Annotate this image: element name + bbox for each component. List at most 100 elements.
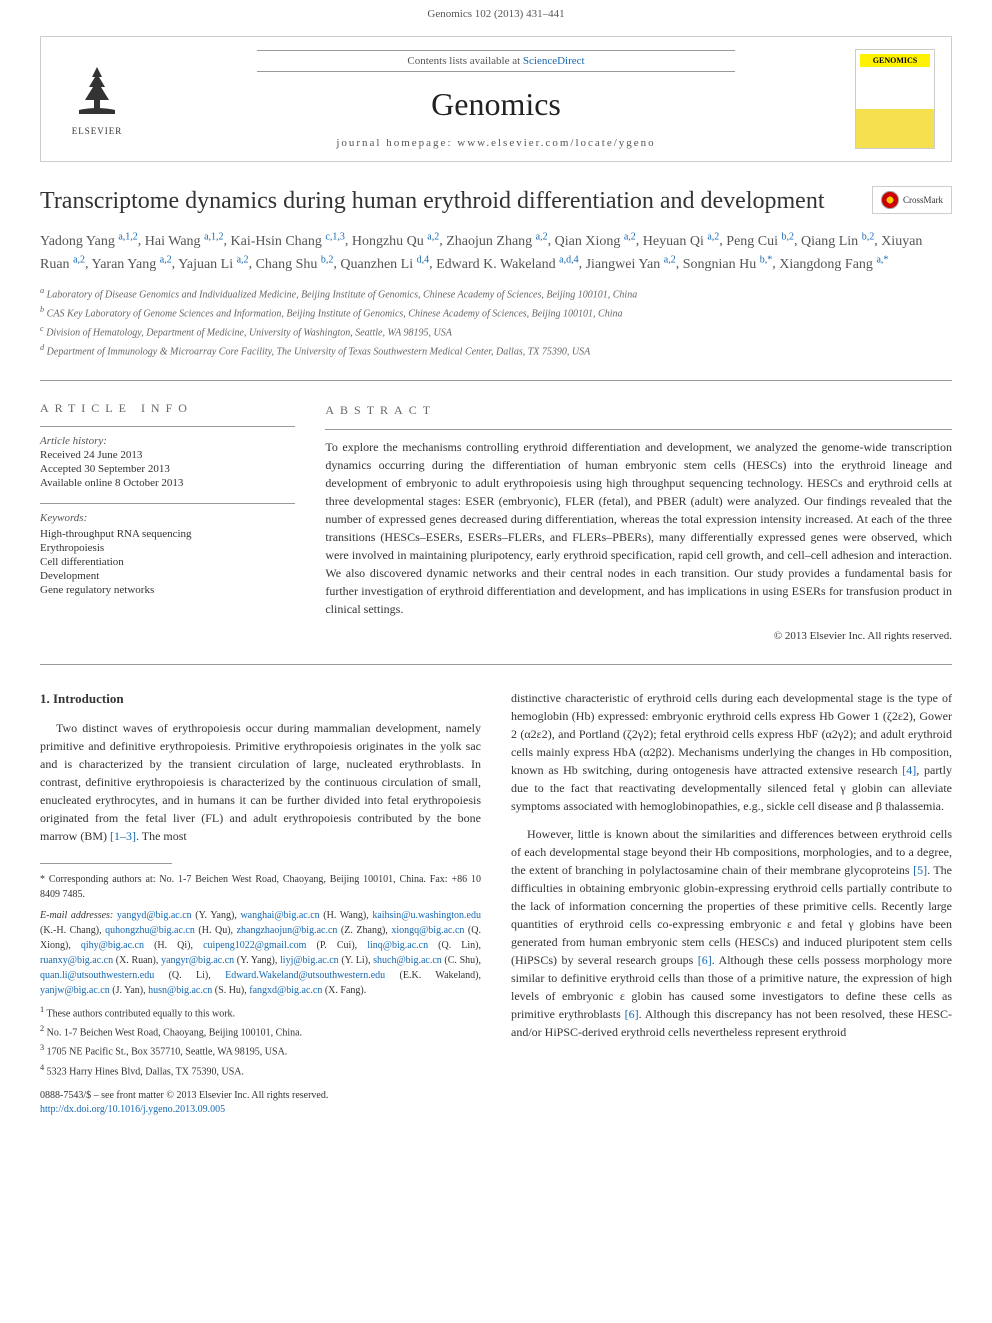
email-link[interactable]: cuipeng1022@gmail.com — [203, 940, 306, 951]
author-sup-link[interactable]: b,2 — [862, 231, 875, 242]
author-list: Yadong Yang a,1,2, Hai Wang a,1,2, Kai-H… — [40, 229, 952, 274]
author-sup-link[interactable]: a,2 — [160, 254, 172, 265]
issn-line: 0888-7543/$ – see front matter © 2013 El… — [40, 1089, 481, 1103]
intro-p2: distinctive characteristic of erythroid … — [511, 689, 952, 815]
email-link[interactable]: shuch@big.ac.cn — [373, 955, 442, 966]
ref-link[interactable]: [4] — [902, 763, 916, 777]
author: Peng Cui b,2 — [726, 234, 794, 249]
journal-cover-thumb: GENOMICS — [855, 49, 935, 149]
author-sup-link[interactable]: b,2 — [782, 231, 795, 242]
footnote-divider — [40, 863, 172, 864]
email-link[interactable]: Edward.Wakeland@utsouthwestern.edu — [225, 970, 385, 981]
article-info-label: ARTICLE INFO — [40, 401, 295, 416]
email-link[interactable]: yanjw@big.ac.cn — [40, 985, 110, 996]
article-title: Transcriptome dynamics during human eryt… — [40, 186, 825, 217]
ref-link[interactable]: [6] — [625, 1007, 639, 1021]
email-link[interactable]: ruanxy@big.ac.cn — [40, 955, 113, 966]
keyword: Cell differentiation — [40, 556, 295, 568]
tree-icon — [67, 62, 127, 122]
author: Quanzhen Li d,4 — [340, 257, 429, 272]
author-sup-link[interactable]: a,2 — [536, 231, 548, 242]
author-sup-link[interactable]: b,* — [760, 254, 773, 265]
email-link[interactable]: yangyd@big.ac.cn — [117, 910, 192, 921]
intro-heading: 1. Introduction — [40, 689, 481, 709]
author: Hai Wang a,1,2 — [145, 234, 224, 249]
footnote: 3 1705 NE Pacific St., Box 357710, Seatt… — [40, 1042, 481, 1059]
author-sup-link[interactable]: a,2 — [73, 254, 85, 265]
author: Yaran Yang a,2 — [92, 257, 172, 272]
elsevier-logo: ELSEVIER — [57, 54, 137, 144]
author-sup-link[interactable]: a,2 — [624, 231, 636, 242]
doi-block: 0888-7543/$ – see front matter © 2013 El… — [40, 1089, 481, 1117]
author-sup-link[interactable]: a,2 — [427, 231, 439, 242]
sciencedirect-link[interactable]: ScienceDirect — [523, 55, 585, 67]
divider — [40, 380, 952, 381]
corresponding-note: * Corresponding authors at: No. 1-7 Beic… — [40, 872, 481, 902]
email-link[interactable]: xiongq@big.ac.cn — [391, 925, 464, 936]
body-col-left: 1. Introduction Two distinct waves of er… — [40, 689, 481, 1117]
author: Qiang Lin b,2 — [801, 234, 874, 249]
article-info-sidebar: ARTICLE INFO Article history: Received 2… — [40, 401, 295, 645]
article-history: Article history: Received 24 June 2013Ac… — [40, 426, 295, 489]
journal-center: Contents lists available at ScienceDirec… — [137, 50, 855, 149]
email-link[interactable]: yangyr@big.ac.cn — [161, 955, 234, 966]
affiliation: d Department of Immunology & Microarray … — [40, 342, 952, 359]
author: Yadong Yang a,1,2 — [40, 234, 138, 249]
intro-p3: However, little is known about the simil… — [511, 825, 952, 1041]
author: Hongzhu Qu a,2 — [352, 234, 439, 249]
author-sup-link[interactable]: c,1,3 — [325, 231, 344, 242]
email-link[interactable]: wanghai@big.ac.cn — [240, 910, 319, 921]
citation-text: Genomics 102 (2013) 431–441 — [427, 8, 564, 20]
footnote: 2 No. 1-7 Beichen West Road, Chaoyang, B… — [40, 1023, 481, 1040]
affiliation: c Division of Hematology, Department of … — [40, 323, 952, 340]
divider — [40, 664, 952, 665]
history-item: Available online 8 October 2013 — [40, 477, 295, 489]
keyword: High-throughput RNA sequencing — [40, 528, 295, 540]
email-link[interactable]: linq@big.ac.cn — [367, 940, 428, 951]
author: Heyuan Qi a,2 — [643, 234, 720, 249]
keyword: Erythropoiesis — [40, 542, 295, 554]
author-sup-link[interactable]: a,2 — [237, 254, 249, 265]
email-link[interactable]: quan.li@utsouthwestern.edu — [40, 970, 154, 981]
ref-link[interactable]: [6] — [698, 953, 712, 967]
footnotes: * Corresponding authors at: No. 1-7 Beic… — [40, 872, 481, 1079]
author-sup-link[interactable]: a,1,2 — [204, 231, 223, 242]
ref-link[interactable]: [1–3] — [110, 829, 136, 843]
author-sup-link[interactable]: a,2 — [707, 231, 719, 242]
body-columns: 1. Introduction Two distinct waves of er… — [40, 689, 952, 1117]
author: Zhaojun Zhang a,2 — [446, 234, 547, 249]
footnote: 1 These authors contributed equally to t… — [40, 1004, 481, 1021]
author-sup-link[interactable]: a,2 — [664, 254, 676, 265]
footnote: 4 5323 Harry Hines Blvd, Dallas, TX 7539… — [40, 1062, 481, 1079]
email-link[interactable]: zhangzhaojun@big.ac.cn — [237, 925, 338, 936]
author: Xiangdong Fang a,* — [779, 257, 888, 272]
author-sup-link[interactable]: a,d,4 — [559, 254, 578, 265]
author: Jiangwei Yan a,2 — [586, 257, 676, 272]
email-link[interactable]: quhongzhu@big.ac.cn — [105, 925, 195, 936]
keyword: Development — [40, 570, 295, 582]
email-link[interactable]: kaihsin@u.washington.edu — [372, 910, 481, 921]
author-sup-link[interactable]: a,1,2 — [118, 231, 137, 242]
body-col-right: distinctive characteristic of erythroid … — [511, 689, 952, 1117]
author: Qian Xiong a,2 — [555, 234, 636, 249]
intro-p1: Two distinct waves of erythropoiesis occ… — [40, 719, 481, 845]
ref-link[interactable]: [5] — [913, 863, 927, 877]
author: Edward K. Wakeland a,d,4 — [436, 257, 578, 272]
keyword: Gene regulatory networks — [40, 584, 295, 596]
author-sup-link[interactable]: d,4 — [417, 254, 430, 265]
email-link[interactable]: liyj@big.ac.cn — [280, 955, 339, 966]
author-sup-link[interactable]: b,2 — [321, 254, 334, 265]
abstract-block: ABSTRACT To explore the mechanisms contr… — [325, 401, 952, 645]
email-link[interactable]: husn@big.ac.cn — [148, 985, 212, 996]
doi-link[interactable]: http://dx.doi.org/10.1016/j.ygeno.2013.0… — [40, 1104, 225, 1115]
crossmark-badge[interactable]: CrossMark — [872, 186, 952, 214]
email-link[interactable]: fangxd@big.ac.cn — [249, 985, 322, 996]
contents-line: Contents lists available at ScienceDirec… — [257, 50, 735, 72]
author: Kai-Hsin Chang c,1,3 — [231, 234, 345, 249]
email-link[interactable]: qihy@big.ac.cn — [81, 940, 144, 951]
author-sup-link[interactable]: a,* — [876, 254, 888, 265]
author: Chang Shu b,2 — [256, 257, 334, 272]
history-item: Accepted 30 September 2013 — [40, 463, 295, 475]
abstract-text: To explore the mechanisms controlling er… — [325, 438, 952, 618]
author: Yajuan Li a,2 — [178, 257, 248, 272]
